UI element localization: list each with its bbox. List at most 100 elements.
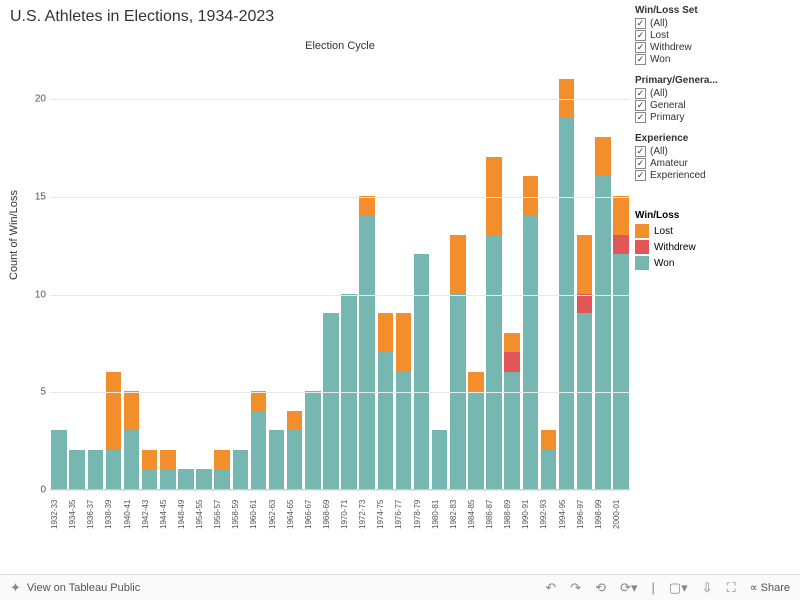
filter-item[interactable]: ✓Experienced <box>635 170 790 181</box>
bar-segment-won[interactable] <box>51 430 66 489</box>
bar-segment-won[interactable] <box>378 352 393 489</box>
checkbox-icon[interactable]: ✓ <box>635 42 646 53</box>
legend-item[interactable]: Won <box>635 256 790 270</box>
bar-segment-won[interactable] <box>504 372 519 489</box>
bar-segment-won[interactable] <box>160 469 175 489</box>
checkbox-icon[interactable]: ✓ <box>635 170 646 181</box>
bar-segment-won[interactable] <box>106 450 121 489</box>
bar-segment-won[interactable] <box>432 430 447 489</box>
bar[interactable] <box>68 59 86 489</box>
bar[interactable] <box>123 59 141 489</box>
checkbox-icon[interactable]: ✓ <box>635 88 646 99</box>
revert-icon[interactable]: ⟲ <box>595 580 606 596</box>
bar[interactable] <box>268 59 286 489</box>
bar[interactable] <box>503 59 521 489</box>
view-public-link[interactable]: View on Tableau Public <box>27 582 140 594</box>
bar[interactable] <box>521 59 539 489</box>
bar-segment-lost[interactable] <box>450 235 465 294</box>
checkbox-icon[interactable]: ✓ <box>635 54 646 65</box>
bar[interactable] <box>322 59 340 489</box>
bar[interactable] <box>213 59 231 489</box>
bar[interactable] <box>195 59 213 489</box>
bar[interactable] <box>231 59 249 489</box>
bar[interactable] <box>449 59 467 489</box>
bar-segment-lost[interactable] <box>378 313 393 352</box>
bar-segment-won[interactable] <box>541 450 556 489</box>
refresh-icon[interactable]: ⟳▾ <box>620 580 637 596</box>
bar-segment-won[interactable] <box>305 391 320 489</box>
filter-item[interactable]: ✓Lost <box>635 30 790 41</box>
bar-segment-won[interactable] <box>523 215 538 489</box>
bar-segment-won[interactable] <box>486 235 501 489</box>
bar[interactable] <box>394 59 412 489</box>
bar-segment-withdrew[interactable] <box>577 294 592 314</box>
bar-segment-lost[interactable] <box>504 333 519 353</box>
bar[interactable] <box>431 59 449 489</box>
bar-segment-lost[interactable] <box>396 313 411 372</box>
bar-segment-lost[interactable] <box>106 372 121 450</box>
bar-segment-won[interactable] <box>88 450 103 489</box>
bar[interactable] <box>376 59 394 489</box>
bar[interactable] <box>558 59 576 489</box>
bar[interactable] <box>340 59 358 489</box>
filter-item[interactable]: ✓Primary <box>635 112 790 123</box>
checkbox-icon[interactable]: ✓ <box>635 18 646 29</box>
checkbox-icon[interactable]: ✓ <box>635 100 646 111</box>
fullscreen-icon[interactable]: ⛶ <box>727 580 736 596</box>
bar[interactable] <box>249 59 267 489</box>
legend-item[interactable]: Withdrew <box>635 240 790 254</box>
bar-segment-won[interactable] <box>468 391 483 489</box>
share-button[interactable]: ∝ Share <box>750 581 790 594</box>
filter-item[interactable]: ✓(All) <box>635 18 790 29</box>
bar-segment-lost[interactable] <box>124 391 139 430</box>
checkbox-icon[interactable]: ✓ <box>635 30 646 41</box>
bar[interactable] <box>612 59 630 489</box>
bar-segment-won[interactable] <box>196 469 211 489</box>
filter-item[interactable]: ✓Won <box>635 54 790 65</box>
bar[interactable] <box>594 59 612 489</box>
bar-segment-lost[interactable] <box>287 411 302 431</box>
bar[interactable] <box>159 59 177 489</box>
bar-segment-won[interactable] <box>323 313 338 489</box>
bar-segment-won[interactable] <box>124 430 139 489</box>
bar[interactable] <box>576 59 594 489</box>
bar-segment-lost[interactable] <box>214 450 229 470</box>
bar-segment-lost[interactable] <box>541 430 556 450</box>
bar-segment-won[interactable] <box>251 411 266 489</box>
bar-segment-withdrew[interactable] <box>504 352 519 372</box>
filter-item[interactable]: ✓Withdrew <box>635 42 790 53</box>
bar-segment-lost[interactable] <box>359 196 374 216</box>
bar[interactable] <box>86 59 104 489</box>
legend-item[interactable]: Lost <box>635 224 790 238</box>
bar[interactable] <box>141 59 159 489</box>
filter-item[interactable]: ✓(All) <box>635 88 790 99</box>
bar-segment-won[interactable] <box>178 469 193 489</box>
bar-segment-won[interactable] <box>214 469 229 489</box>
bar-segment-won[interactable] <box>414 254 429 489</box>
bar-segment-lost[interactable] <box>577 235 592 294</box>
filter-item[interactable]: ✓General <box>635 100 790 111</box>
bar[interactable] <box>485 59 503 489</box>
bar-segment-won[interactable] <box>269 430 284 489</box>
bar-segment-lost[interactable] <box>613 196 628 235</box>
bar-segment-won[interactable] <box>613 254 628 489</box>
bar-segment-withdrew[interactable] <box>613 235 628 255</box>
checkbox-icon[interactable]: ✓ <box>635 112 646 123</box>
bar[interactable] <box>104 59 122 489</box>
bar[interactable] <box>467 59 485 489</box>
present-icon[interactable]: ▢▾ <box>669 580 688 596</box>
bar-segment-lost[interactable] <box>468 372 483 392</box>
bar-segment-won[interactable] <box>559 118 574 489</box>
bar-segment-lost[interactable] <box>142 450 157 470</box>
bar-segment-lost[interactable] <box>251 391 266 411</box>
bar[interactable] <box>286 59 304 489</box>
bar-segment-won[interactable] <box>450 294 465 489</box>
filter-item[interactable]: ✓(All) <box>635 146 790 157</box>
bar-segment-lost[interactable] <box>160 450 175 470</box>
filter-item[interactable]: ✓Amateur <box>635 158 790 169</box>
bar[interactable] <box>50 59 68 489</box>
bar-segment-won[interactable] <box>595 176 610 489</box>
bar-segment-won[interactable] <box>341 294 356 489</box>
undo-icon[interactable]: ↶ <box>545 580 556 596</box>
download-icon[interactable]: ⇩ <box>702 580 713 596</box>
